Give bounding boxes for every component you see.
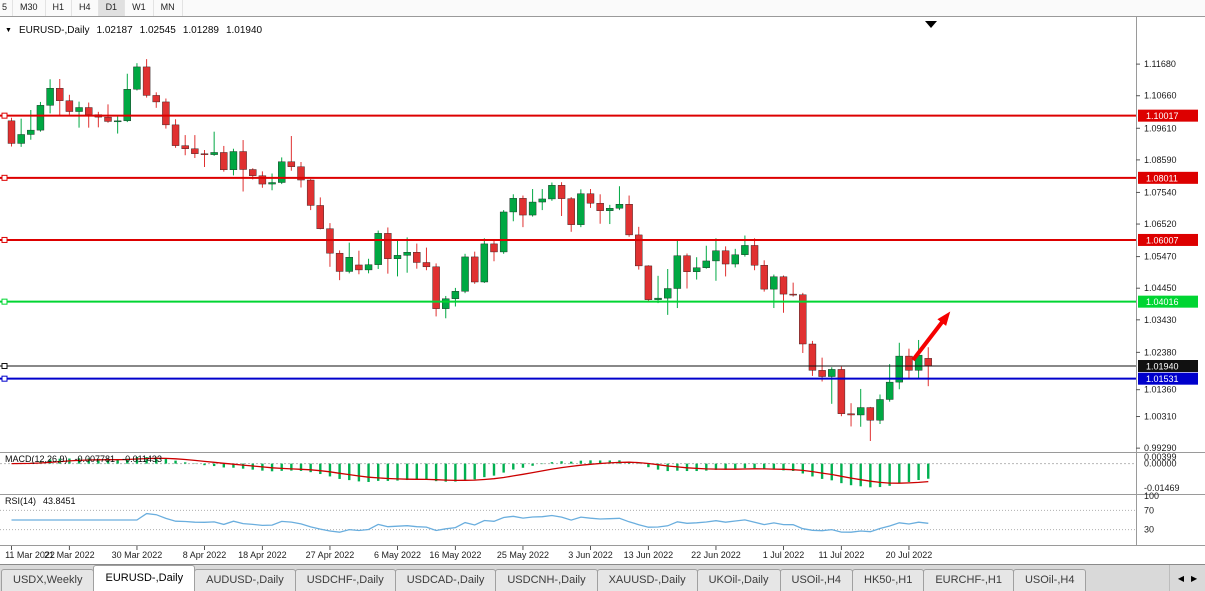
chart-tab-usdcad-daily[interactable]: USDCAD-,Daily xyxy=(394,569,497,591)
svg-text:25 May 2022: 25 May 2022 xyxy=(497,550,549,560)
tab-scroll-left-button[interactable]: ◀ xyxy=(1177,573,1184,583)
svg-text:1.04016: 1.04016 xyxy=(1146,297,1179,307)
period-button-h4[interactable]: H4 xyxy=(72,0,99,16)
chart-tabs: USDX,Weekly EURUSD-,Daily AUDUSD-,Daily USD… xyxy=(0,565,1169,591)
chart-symbol: EURUSD-,Daily xyxy=(18,25,90,36)
svg-text:1.09610: 1.09610 xyxy=(1144,123,1177,133)
period-button-mn[interactable]: MN xyxy=(153,0,183,16)
svg-text:1.02380: 1.02380 xyxy=(1144,347,1177,357)
svg-text:1.01531: 1.01531 xyxy=(1146,374,1179,384)
svg-text:18 Apr 2022: 18 Apr 2022 xyxy=(238,550,287,560)
hline-handle[interactable] xyxy=(1,375,8,382)
chart-tab-usdcnh-daily[interactable]: USDCNH-,Daily xyxy=(495,569,598,591)
chart-shift-marker-icon xyxy=(925,21,937,28)
tab-scroll-controls: ◀ ▶ xyxy=(1169,565,1205,591)
svg-text:1.08011: 1.08011 xyxy=(1146,173,1178,183)
svg-text:30 Mar 2022: 30 Mar 2022 xyxy=(112,550,163,560)
tab-scroll-right-button[interactable]: ▶ xyxy=(1191,573,1198,583)
svg-text:3 Jun 2022: 3 Jun 2022 xyxy=(568,550,613,560)
chart-title: ▼ EURUSD-,Daily 1.02187 1.02545 1.01289 … xyxy=(5,25,262,36)
svg-text:16 May 2022: 16 May 2022 xyxy=(429,550,481,560)
chart-tab-ukoil-daily[interactable]: UKOil-,Daily xyxy=(696,569,781,591)
ohlc-low: 1.01289 xyxy=(182,25,219,36)
ohlc-high: 1.02545 xyxy=(139,25,176,36)
trend-arrow xyxy=(911,311,951,362)
chart-tab-usdchf-daily[interactable]: USDCHF-,Daily xyxy=(294,569,396,591)
svg-text:1.06007: 1.06007 xyxy=(1146,235,1179,245)
macd-value-2: -0.011433 xyxy=(122,454,162,464)
price-axis: 1.11680 1.10660 1.09610 1.08590 1.07540 1.065… xyxy=(1136,59,1177,453)
svg-text:1.01940: 1.01940 xyxy=(1146,362,1179,372)
macd-value-1: -0.007781 xyxy=(74,454,116,464)
macd-indicator-label: MACD(12,26,9) -0.007781 -0.011433 xyxy=(5,454,162,464)
svg-text:100: 100 xyxy=(1144,491,1159,501)
rsi-indicator-label: RSI(14) 43.8451 xyxy=(5,496,76,506)
price-chart-canvas[interactable]: 1.10017 1.08011 1.06007 1.04016 1.01940 1.015… xyxy=(0,17,1205,564)
chart-tab-audusd-daily[interactable]: AUDUSD-,Daily xyxy=(194,569,296,591)
hline-handle[interactable] xyxy=(1,112,8,119)
chart-tab-usdx-weekly[interactable]: USDX,Weekly xyxy=(1,569,95,591)
rsi-name: RSI(14) xyxy=(5,496,37,506)
svg-text:8 Apr 2022: 8 Apr 2022 xyxy=(183,550,227,560)
chart-tab-hk50-h1[interactable]: HK50-,H1 xyxy=(852,569,925,591)
chart-tab-eurchf-h1[interactable]: EURCHF-,H1 xyxy=(923,569,1014,591)
svg-text:1.10660: 1.10660 xyxy=(1144,91,1177,101)
period-button-w1[interactable]: W1 xyxy=(125,0,154,16)
svg-text:11 Jul 2022: 11 Jul 2022 xyxy=(818,550,864,560)
svg-text:13 Jun 2022: 13 Jun 2022 xyxy=(624,550,674,560)
rsi-pane: 100 70 30 xyxy=(0,491,1159,535)
svg-text:1.05470: 1.05470 xyxy=(1144,252,1177,262)
svg-text:0.99290: 0.99290 xyxy=(1144,443,1177,453)
svg-text:1.01360: 1.01360 xyxy=(1144,385,1177,395)
svg-text:1.08590: 1.08590 xyxy=(1144,155,1177,165)
svg-text:0.00000: 0.00000 xyxy=(1144,459,1177,469)
period-button-h1[interactable]: H1 xyxy=(45,0,73,16)
svg-text:1.10017: 1.10017 xyxy=(1146,111,1179,121)
pane-separators xyxy=(0,17,1205,546)
timeframe-toolbar: 5 M30 H1 H4 D1 W1 MN xyxy=(0,0,1205,17)
hline-handle[interactable] xyxy=(1,363,8,370)
rsi-value: 43.8451 xyxy=(43,496,76,506)
candles-layer xyxy=(7,59,932,442)
hline-handle[interactable] xyxy=(1,298,8,305)
svg-text:1.07540: 1.07540 xyxy=(1144,187,1177,197)
svg-text:70: 70 xyxy=(1144,505,1154,515)
horizontal-lines: 1.10017 1.08011 1.06007 1.04016 1.01940 1.015… xyxy=(0,109,1198,385)
svg-text:22 Jun 2022: 22 Jun 2022 xyxy=(691,550,741,560)
chart-area: 1.10017 1.08011 1.06007 1.04016 1.01940 1.015… xyxy=(0,17,1205,564)
svg-text:1.00310: 1.00310 xyxy=(1144,412,1177,422)
svg-text:1.03430: 1.03430 xyxy=(1144,315,1177,325)
chart-tab-usoil-h4[interactable]: USOil-,H4 xyxy=(1012,569,1087,591)
macd-name: MACD(12,26,9) xyxy=(5,454,68,464)
chart-tab-bar: USDX,Weekly EURUSD-,Daily AUDUSD-,Daily USD… xyxy=(0,564,1205,591)
period-button-m30[interactable]: M30 xyxy=(13,0,46,16)
period-button-5[interactable]: 5 xyxy=(0,0,14,16)
svg-text:0.00399: 0.00399 xyxy=(1144,452,1177,462)
hline-handle[interactable] xyxy=(1,174,8,181)
svg-text:1.06520: 1.06520 xyxy=(1144,219,1177,229)
ohlc-open: 1.02187 xyxy=(96,25,133,36)
svg-text:1.04450: 1.04450 xyxy=(1144,283,1177,293)
svg-text:21 Mar 2022: 21 Mar 2022 xyxy=(44,550,95,560)
chart-collapse-triangle-icon[interactable]: ▼ xyxy=(5,27,12,34)
svg-text:11 Mar 2022: 11 Mar 2022 xyxy=(5,550,55,560)
svg-text:20 Jul 2022: 20 Jul 2022 xyxy=(886,550,933,560)
svg-text:1.11680: 1.11680 xyxy=(1144,59,1176,69)
chart-tab-usoil-h4[interactable]: USOil-,H4 xyxy=(779,569,854,591)
svg-text:27 Apr 2022: 27 Apr 2022 xyxy=(306,550,355,560)
chart-tab-xauusd-daily[interactable]: XAUUSD-,Daily xyxy=(596,569,698,591)
period-button-d1[interactable]: D1 xyxy=(98,0,126,16)
svg-text:30: 30 xyxy=(1144,525,1154,535)
svg-text:6 May 2022: 6 May 2022 xyxy=(374,550,421,560)
ohlc-close: 1.01940 xyxy=(225,25,263,36)
svg-text:1 Jul 2022: 1 Jul 2022 xyxy=(763,550,805,560)
svg-text:-0.01469: -0.01469 xyxy=(1144,483,1180,493)
hline-handle[interactable] xyxy=(1,236,8,243)
chart-tab-eurusd-daily[interactable]: EURUSD-,Daily xyxy=(93,565,196,591)
